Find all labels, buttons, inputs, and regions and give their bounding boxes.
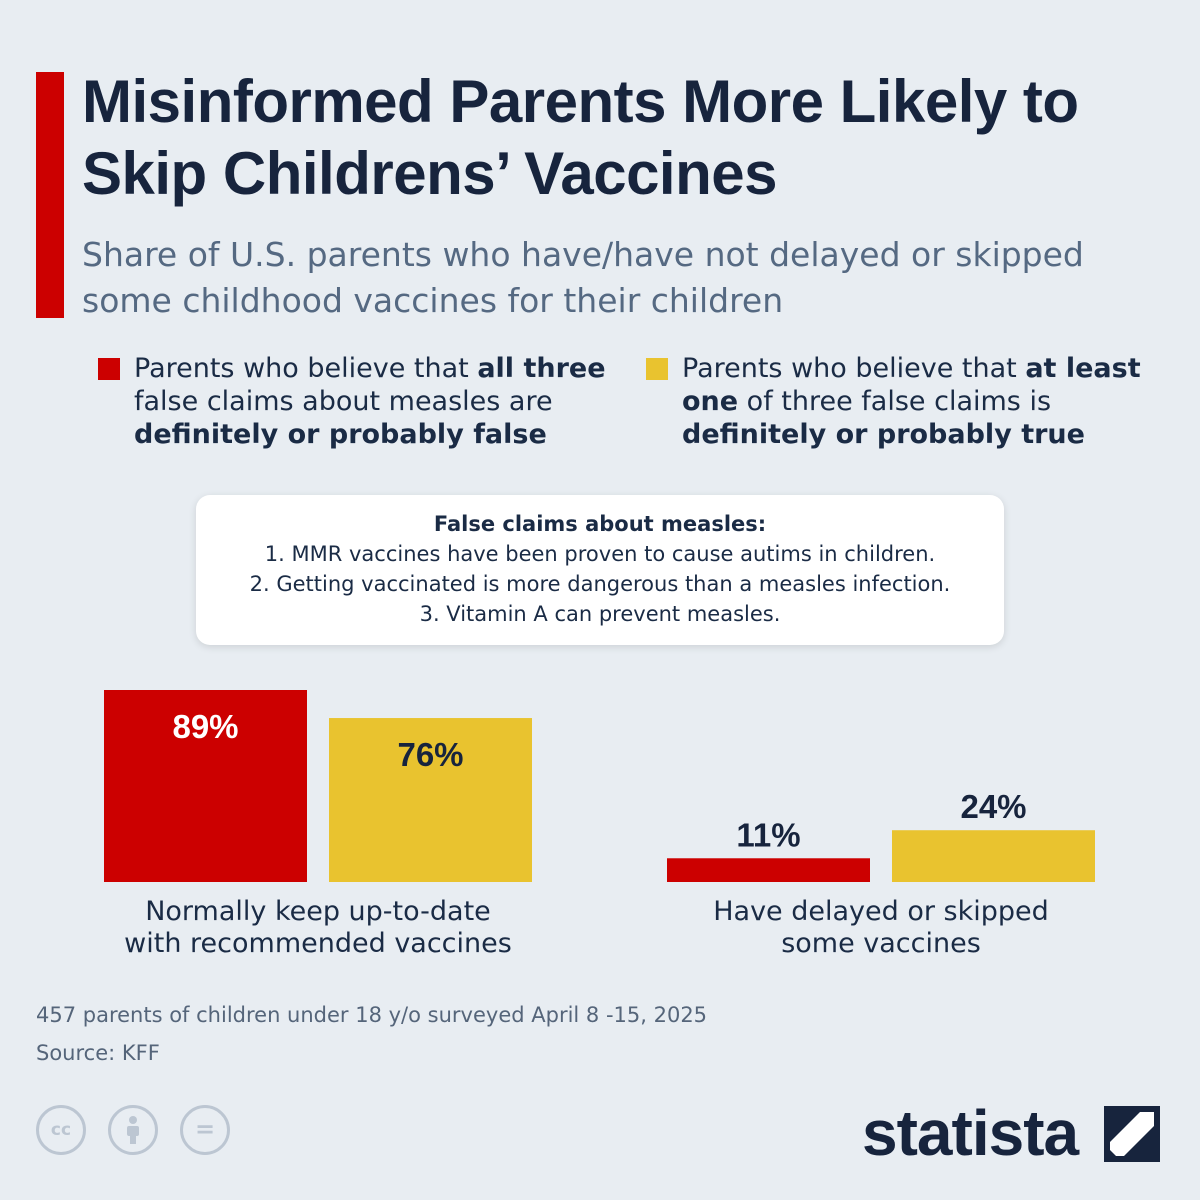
statista-brand[interactable]: statista (862, 1098, 1172, 1168)
false-claims-box: False claims about measles: 1. MMR vacci… (196, 495, 1004, 645)
survey-note: 457 parents of children under 18 y/o sur… (36, 1003, 708, 1027)
bar-red-up-to-date (104, 690, 307, 882)
data-label: 89% (172, 708, 238, 745)
title-accent-bar (36, 72, 64, 318)
legend-swatch-red (98, 358, 120, 380)
false-claim-3: 3. Vitamin A can prevent measles. (419, 602, 781, 626)
legend-swatch-yellow (646, 358, 668, 380)
data-label: 24% (960, 788, 1026, 825)
bar-chart: 89% 76% 11% 24% (104, 690, 1095, 882)
legend-label: Parents who believe that all three false… (134, 353, 606, 450)
legend-label: Parents who believe that at least one of… (682, 353, 1141, 450)
bar-red-delayed (667, 858, 870, 882)
source-note: Source: KFF (36, 1041, 160, 1065)
bar-yellow-up-to-date (329, 718, 532, 882)
data-label: 11% (736, 816, 800, 853)
category-label-up-to-date: Normally keep up-to-date with recommende… (124, 896, 512, 959)
false-claim-1: 1. MMR vaccines have been proven to caus… (264, 542, 936, 566)
category-label-delayed-skipped: Have delayed or skipped some vaccines (713, 896, 1049, 959)
bar-yellow-delayed (892, 830, 1095, 882)
chart-subtitle: Share of U.S. parents who have/have not … (82, 235, 1084, 320)
data-label: 76% (397, 736, 463, 773)
attribution-icon[interactable] (108, 1105, 158, 1155)
false-claims-title: False claims about measles: (433, 512, 767, 536)
brand-name: statista (862, 1097, 1079, 1169)
statista-logo-icon (1104, 1106, 1160, 1162)
no-derivatives-icon[interactable]: = (180, 1105, 230, 1155)
chart-title: Misinformed Parents More Likely to Skip … (82, 68, 1079, 207)
false-claim-2: 2. Getting vaccinated is more dangerous … (249, 572, 951, 596)
creative-commons-icon[interactable]: cc (36, 1105, 86, 1155)
